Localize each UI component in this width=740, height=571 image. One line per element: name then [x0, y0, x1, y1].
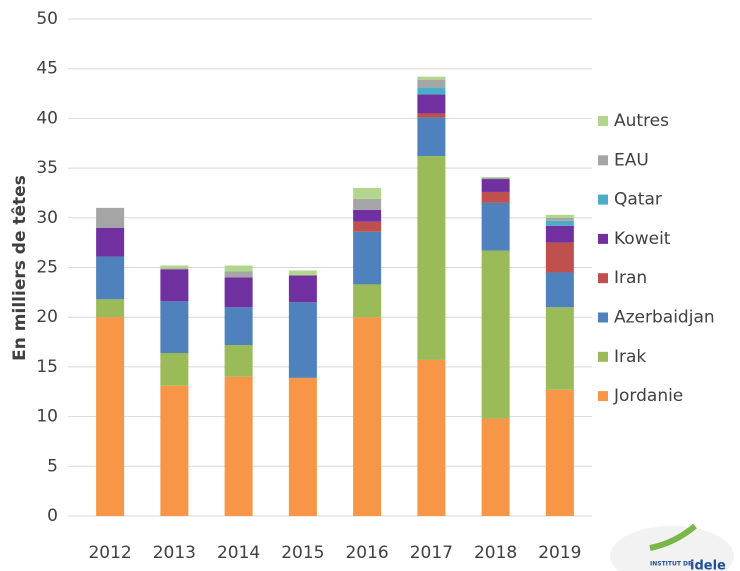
bar-segment	[417, 79, 446, 88]
logo-prefix: INSTITUT DE	[650, 561, 692, 568]
x-tick-label: 2014	[217, 543, 260, 563]
bar-segment	[353, 231, 382, 285]
y-tick-label: 45	[36, 59, 58, 79]
bar-segment	[545, 220, 574, 226]
bar-segment	[545, 307, 574, 390]
bar-segment	[96, 207, 125, 228]
legend-label: Qatar	[614, 190, 662, 210]
bar-segment	[481, 418, 510, 516]
legend-label: Azerbaidjan	[614, 308, 715, 328]
bar-segment	[481, 250, 510, 419]
x-tick-label: 2016	[345, 543, 388, 563]
logo: INSTITUT DE idele	[610, 523, 734, 571]
y-tick-label: 0	[47, 506, 58, 526]
bar-segment	[481, 191, 510, 203]
bar-segment	[545, 389, 574, 516]
bar-segment	[417, 359, 446, 516]
bar-segment	[353, 198, 382, 210]
legend-swatch	[598, 155, 608, 166]
bar-segment	[545, 217, 574, 221]
legend-swatch	[598, 351, 608, 362]
y-tick-label: 5	[47, 456, 58, 476]
logo-background	[610, 526, 734, 571]
logo-swoosh	[649, 523, 697, 551]
bar-segment	[288, 302, 317, 378]
bar-segment	[417, 113, 446, 118]
bar-segment	[224, 307, 253, 346]
x-tick-label: 2015	[281, 543, 324, 563]
legend-swatch	[598, 273, 608, 284]
bar-segment	[481, 178, 510, 180]
legend-swatch	[598, 233, 608, 244]
bar-segment	[160, 385, 189, 516]
y-tick-label: 25	[36, 258, 58, 278]
bar-segment	[160, 352, 189, 386]
x-tick-label: 2012	[88, 543, 131, 563]
bar-segment	[353, 221, 382, 232]
legend-label: Autres	[614, 111, 669, 131]
bar-segment	[545, 214, 574, 218]
legend-swatch	[598, 116, 608, 126]
logo-name: idele	[690, 559, 726, 571]
bar-segment	[481, 179, 510, 192]
bar-segment	[481, 177, 510, 179]
bar-segment	[160, 301, 189, 353]
legend-label: Koweit	[614, 229, 671, 249]
legend-swatch	[598, 391, 608, 402]
bar-segment	[96, 317, 125, 516]
bar-segment	[545, 272, 574, 308]
bar-segment	[224, 376, 253, 516]
bar-segment	[545, 242, 574, 273]
legend-label: Iran	[614, 268, 647, 288]
bar-segment	[96, 227, 125, 257]
bar-segment	[224, 277, 253, 308]
bar-segment	[353, 187, 382, 199]
legend-label: Jordanie	[613, 386, 683, 406]
bar-segment	[224, 345, 253, 377]
bar-segment	[417, 117, 446, 157]
bar-segment	[353, 284, 382, 318]
y-tick-label: 10	[36, 407, 58, 427]
bar-segment	[288, 270, 317, 276]
y-tick-label: 50	[36, 9, 58, 29]
bar-segment	[353, 317, 382, 516]
bar-segment	[160, 268, 189, 270]
bar-segment	[417, 94, 446, 114]
x-tick-label: 2017	[410, 543, 453, 563]
bar-segment	[417, 87, 446, 95]
bar-segment	[288, 377, 317, 516]
bar-segment	[224, 265, 253, 272]
y-tick-label: 30	[36, 208, 58, 228]
y-tick-label: 40	[36, 108, 58, 128]
bar-segment	[417, 76, 446, 80]
legend-label: Irak	[614, 347, 646, 367]
bar-segment	[288, 275, 317, 303]
y-axis-label: En milliers de têtes	[10, 175, 30, 361]
bar-segment	[224, 271, 253, 278]
bar-segment	[160, 265, 189, 269]
legend-swatch	[598, 194, 608, 205]
x-tick-label: 2019	[538, 543, 581, 563]
x-tick-label: 2013	[153, 543, 196, 563]
legend-label: EAU	[614, 150, 649, 170]
bar-segment	[481, 202, 510, 251]
bar-segment	[353, 209, 382, 222]
y-tick-label: 15	[36, 357, 58, 377]
bar-segment	[96, 299, 125, 318]
bar-segment	[545, 225, 574, 243]
y-tick-label: 20	[36, 307, 58, 327]
legend-swatch	[598, 312, 608, 323]
x-tick-label: 2018	[474, 543, 517, 563]
bar-segment	[96, 256, 125, 300]
bar-segment	[160, 269, 189, 302]
y-tick-label: 35	[36, 158, 58, 178]
bar-segment	[417, 156, 446, 360]
